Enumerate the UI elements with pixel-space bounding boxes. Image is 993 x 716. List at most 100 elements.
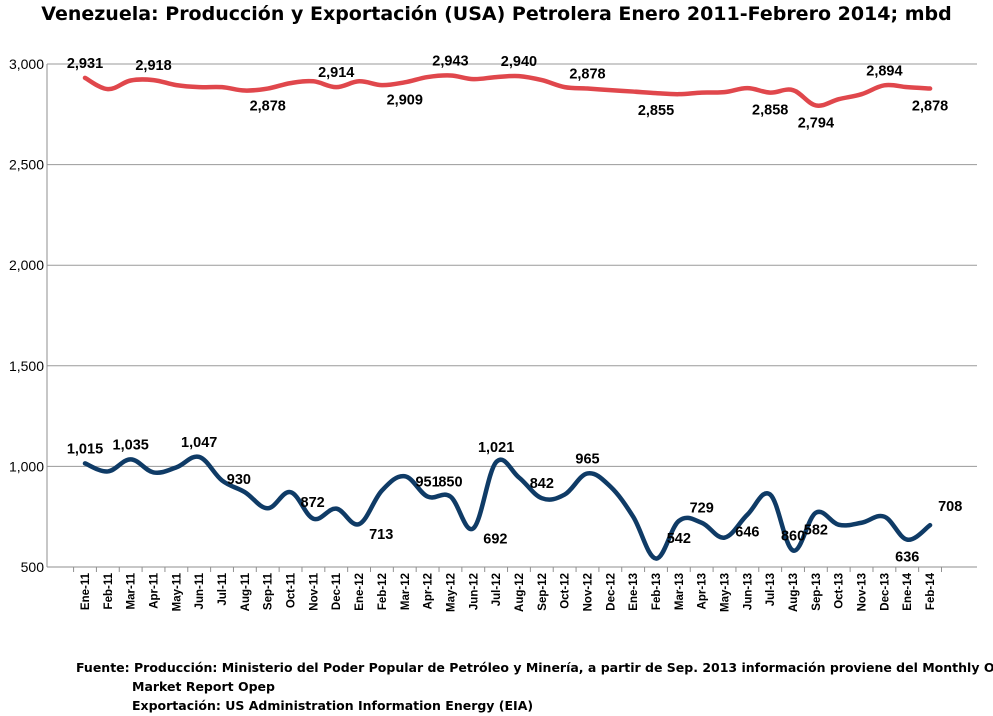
data-point	[723, 536, 727, 540]
y-tick-label: 2,500	[9, 157, 44, 173]
series-line-export	[82, 73, 933, 108]
x-tick-label: Mar-12	[400, 573, 412, 610]
data-label: 2,878	[569, 67, 605, 83]
data-label: 2,858	[752, 103, 788, 119]
data-label: 692	[483, 531, 507, 547]
data-point	[426, 75, 430, 79]
data-point	[471, 77, 475, 81]
data-label: 2,918	[135, 58, 171, 74]
series-lines	[82, 73, 933, 561]
data-point	[677, 92, 681, 96]
data-point	[791, 88, 795, 92]
data-point	[289, 490, 293, 494]
data-point	[540, 496, 544, 500]
data-point	[152, 470, 156, 474]
x-tick-label: Feb-11	[103, 572, 115, 609]
data-point	[152, 78, 156, 82]
x-tick-label: Jun-13	[742, 573, 754, 610]
data-label: 965	[575, 451, 599, 467]
data-point	[380, 489, 384, 493]
x-tick-label: Aug-11	[240, 572, 252, 611]
data-point	[494, 75, 498, 79]
chart-title: Venezuela: Producción y Exportación (USA…	[41, 3, 952, 25]
data-point	[928, 87, 932, 91]
source-line-2: Market Report Opep	[132, 679, 275, 694]
data-point	[654, 91, 658, 95]
x-tick-label: Ene-11	[80, 572, 92, 610]
data-point	[357, 79, 361, 83]
x-tick-label: Jul-12	[491, 573, 503, 606]
data-point	[220, 478, 224, 482]
data-point	[83, 76, 87, 80]
data-point	[266, 506, 270, 510]
y-tick-label: 1,500	[9, 358, 44, 374]
x-tick-label: Oct-12	[560, 573, 572, 609]
data-point	[585, 471, 589, 475]
data-point	[106, 469, 110, 473]
data-point	[311, 79, 315, 83]
x-tick-label: Aug-13	[788, 573, 800, 612]
data-label: 2,943	[432, 53, 468, 69]
data-point	[197, 85, 201, 89]
data-point	[608, 485, 612, 489]
data-point	[563, 493, 567, 497]
x-tick-label: Mar-13	[674, 573, 686, 610]
x-tick-label: Oct-13	[834, 573, 846, 609]
data-point	[905, 538, 909, 542]
data-point	[197, 455, 201, 459]
x-axis-tick-labels: Ene-11 Feb-11 Mar-11 Apr-11 May-11 Jun-11 Jul-…	[80, 572, 937, 612]
data-point	[220, 85, 224, 89]
x-tick-label: Aug-12	[514, 573, 526, 612]
data-label: 2,878	[912, 99, 948, 115]
data-label: 860	[781, 529, 805, 545]
x-tick-label: Jun-12	[468, 573, 480, 610]
x-tick-label: Jul-11	[217, 572, 229, 605]
data-point	[106, 87, 110, 91]
data-label: 2,909	[387, 92, 423, 108]
data-label: 729	[690, 501, 714, 517]
data-point	[882, 83, 886, 87]
data-point	[700, 91, 704, 95]
gridlines	[46, 63, 977, 572]
data-label: 2,878	[250, 99, 286, 115]
y-tick-label: 2,000	[9, 257, 44, 273]
data-point	[631, 90, 635, 94]
data-point	[129, 457, 133, 461]
x-tick-label: Jul-13	[765, 573, 777, 606]
x-tick-label: May-11	[171, 572, 183, 611]
data-point	[723, 90, 727, 94]
x-tick-label: Apr-12	[423, 573, 435, 609]
data-point	[311, 517, 315, 521]
data-point	[448, 73, 452, 77]
x-tick-label: May-12	[445, 573, 457, 612]
y-axis-tick-labels: 500 1,000 1,500 2,000 2,500 3,000	[9, 56, 44, 575]
data-label: 2,855	[638, 103, 674, 119]
data-point	[380, 83, 384, 87]
x-tick-label: Feb-12	[377, 573, 389, 610]
data-point	[540, 78, 544, 82]
data-point	[814, 511, 818, 515]
data-point	[243, 490, 247, 494]
data-point	[83, 461, 87, 465]
x-tick-label: Ene-13	[628, 573, 640, 611]
data-point	[289, 81, 293, 85]
data-point	[654, 557, 658, 561]
data-point	[403, 474, 407, 478]
data-label: 2,794	[798, 115, 834, 131]
data-point	[471, 526, 475, 530]
x-tick-label: Nov-12	[582, 573, 594, 611]
data-point	[517, 475, 521, 479]
y-tick-label: 1,000	[9, 458, 44, 474]
x-tick-label: Ene-14	[902, 572, 914, 610]
x-tick-label: Sep-11	[263, 572, 275, 610]
x-tick-label: Feb-13	[651, 573, 663, 610]
data-point	[791, 549, 795, 553]
data-point	[448, 495, 452, 499]
data-point	[426, 495, 430, 499]
data-point	[928, 523, 932, 527]
x-tick-label: Ene-12	[354, 573, 366, 611]
data-point	[563, 85, 567, 89]
y-tick-label: 3,000	[9, 56, 44, 72]
data-point	[745, 86, 749, 90]
